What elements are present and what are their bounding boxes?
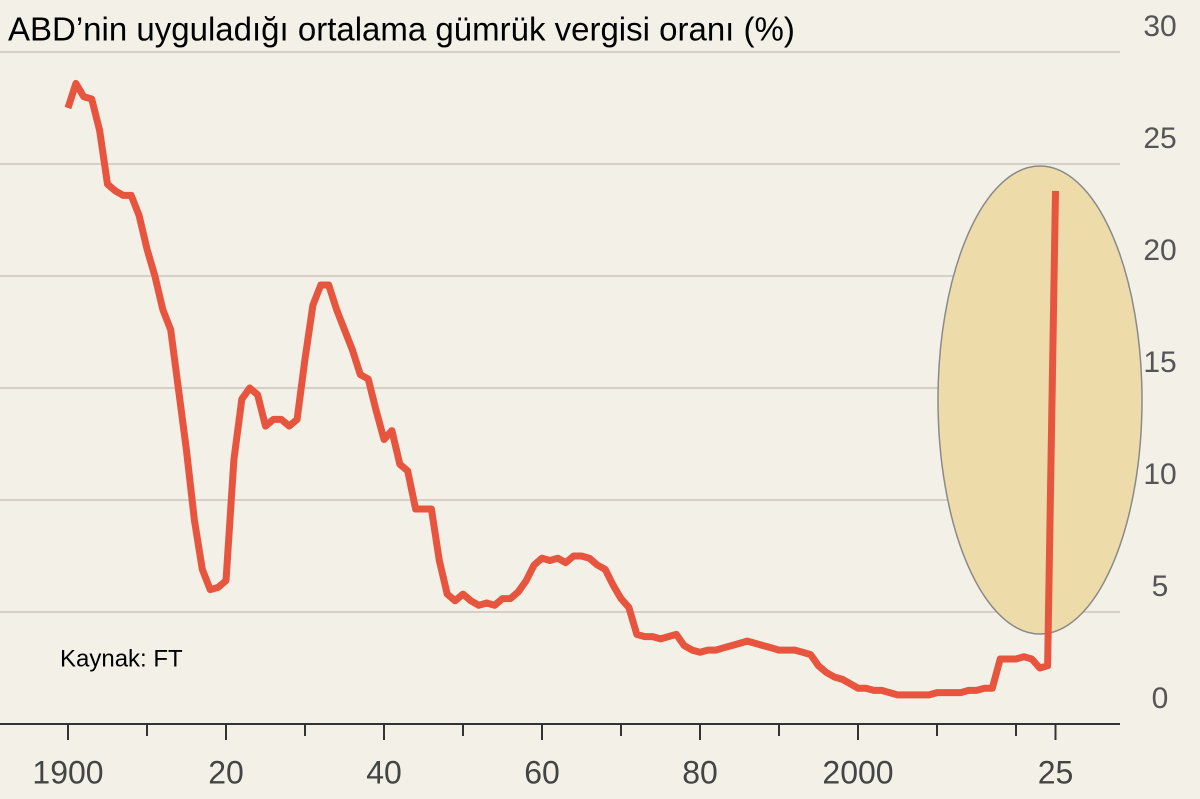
x-tick-label: 25: [1038, 754, 1074, 790]
x-tick-label: 80: [682, 754, 718, 790]
tariff-line: [64, 79, 1059, 699]
source-note: Kaynak: FT: [60, 645, 183, 672]
y-tick-label: 15: [1143, 346, 1176, 379]
y-tick-label: 30: [1143, 10, 1176, 43]
highlight-ellipse: [937, 165, 1143, 635]
x-tick-label: 40: [366, 754, 402, 790]
y-tick-label: 0: [1152, 682, 1169, 715]
chart-title: ABD’nin uyguladığı ortalama gümrük vergi…: [8, 11, 795, 48]
y-tick-label: 10: [1143, 458, 1176, 491]
y-tick-label: 5: [1152, 570, 1169, 603]
x-tick-label: 20: [208, 754, 244, 790]
x-tick-label: 1900: [32, 754, 103, 790]
y-tick-label: 25: [1143, 122, 1176, 155]
y-tick-label: 20: [1143, 234, 1176, 267]
x-tick-label: 2000: [822, 754, 893, 790]
x-tick-label: 60: [524, 754, 560, 790]
